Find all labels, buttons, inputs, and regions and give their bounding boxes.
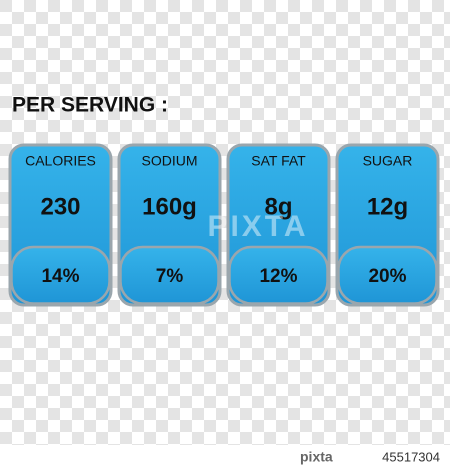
nutrient-label: SODIUM	[142, 153, 198, 169]
watermark-center: PIXTA	[207, 210, 308, 243]
nutrient-percent: 7%	[156, 266, 184, 287]
watermark-brand: pixta	[300, 449, 333, 465]
nutrient-label: SUGAR	[363, 153, 413, 169]
nutrient-percent: 14%	[41, 266, 79, 287]
nutrient-percent: 20%	[368, 266, 406, 287]
percent-section	[337, 245, 438, 305]
nutrient-amount: 8g	[264, 193, 292, 220]
footer-strip	[0, 445, 450, 469]
percent-section	[119, 245, 220, 305]
watermark-id: 45517304	[382, 449, 440, 464]
nutrient-amount: 12g	[367, 193, 408, 220]
nutrient-amount: 230	[40, 193, 80, 220]
nutrient-percent: 12%	[259, 266, 297, 287]
nutrient-amount: 160g	[142, 193, 197, 220]
header-title: PER SERVING :	[12, 94, 168, 117]
percent-section	[10, 245, 111, 305]
nutrient-label: CALORIES	[25, 153, 96, 169]
percent-section	[228, 245, 329, 305]
nutrient-label: SAT FAT	[251, 153, 306, 169]
